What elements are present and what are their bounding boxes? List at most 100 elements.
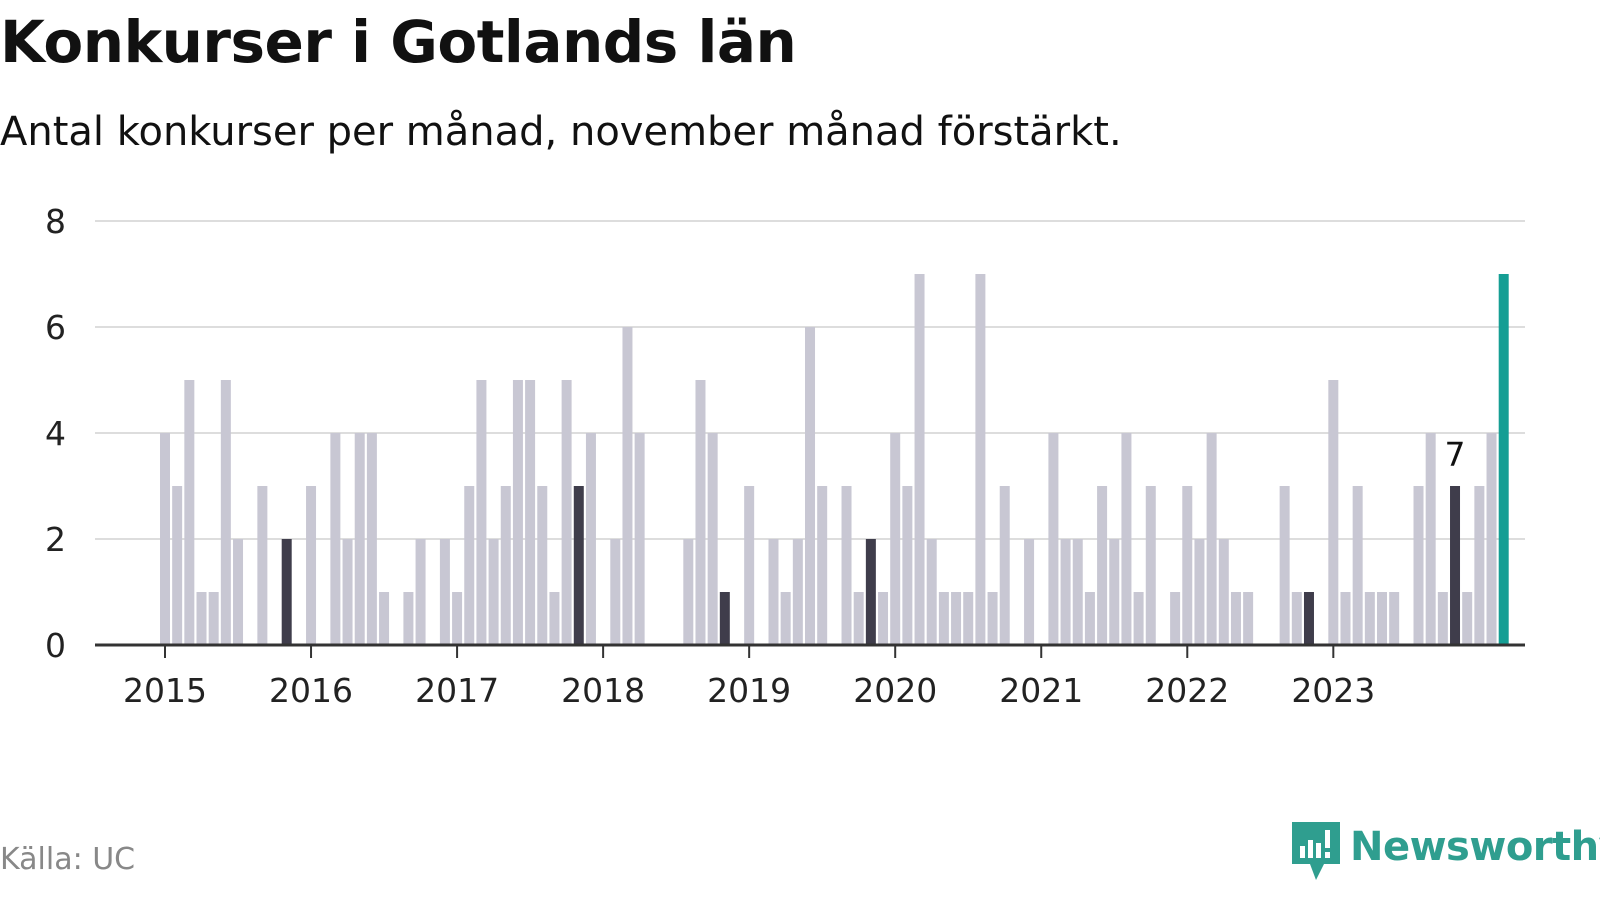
- bar: [951, 592, 962, 645]
- bar: [768, 539, 779, 645]
- bar: [1279, 486, 1290, 645]
- bar: [561, 380, 572, 645]
- bar: [184, 380, 195, 645]
- x-tick-label: 2022: [1145, 671, 1229, 710]
- bar: [890, 433, 901, 645]
- bar: [306, 486, 317, 645]
- bar: [585, 433, 596, 645]
- bar: [342, 539, 353, 645]
- bar: [1072, 539, 1083, 645]
- bar: [1206, 433, 1217, 645]
- bar: [1218, 539, 1229, 645]
- bar: [1121, 433, 1132, 645]
- bar: [354, 433, 365, 645]
- bar: [512, 380, 523, 645]
- bars: [160, 274, 1509, 645]
- bar: [707, 433, 718, 645]
- bar: [695, 380, 706, 645]
- bar: [963, 592, 974, 645]
- bar: [792, 539, 803, 645]
- y-tick-label: 4: [45, 414, 66, 453]
- bar: [1133, 592, 1144, 645]
- bar: [1097, 486, 1108, 645]
- x-tick-label: 2017: [415, 671, 499, 710]
- bar: [1340, 592, 1351, 645]
- bar: [1377, 592, 1387, 645]
- x-tick-label: 2015: [123, 671, 207, 710]
- bar: [780, 592, 791, 645]
- bar: [1303, 592, 1314, 645]
- bar: [1364, 592, 1375, 645]
- bar: [172, 486, 183, 645]
- bar: [452, 592, 463, 645]
- bar: [1194, 539, 1205, 645]
- bar: [549, 592, 560, 645]
- bar: [634, 433, 645, 645]
- data-label: 7: [1445, 435, 1466, 474]
- x-tick-label: 2021: [999, 671, 1083, 710]
- bar: [1170, 592, 1181, 645]
- bar: [902, 486, 913, 645]
- bar: [196, 592, 207, 645]
- bar: [744, 486, 755, 645]
- bar: [366, 433, 377, 645]
- bar: [1060, 539, 1071, 645]
- bar: [1498, 274, 1509, 645]
- bar: [1182, 486, 1193, 645]
- bar: [1486, 433, 1497, 645]
- x-axis: 2015 2016 2017 2018 2019 2020 2021 2022 2023: [95, 643, 1525, 710]
- bar: [853, 592, 864, 645]
- bar: [1291, 592, 1302, 645]
- bar: [257, 486, 268, 645]
- bar: [233, 539, 244, 645]
- bar: [1413, 486, 1424, 645]
- newsworthy-logo-icon: [1292, 822, 1340, 880]
- bar: [573, 486, 584, 645]
- bar: [439, 539, 450, 645]
- bar: [488, 539, 499, 645]
- y-tick-label: 8: [45, 202, 66, 241]
- bar: [1437, 592, 1448, 645]
- bar: [938, 592, 949, 645]
- bar: [379, 592, 390, 645]
- bar: [865, 539, 876, 645]
- bar: [878, 592, 889, 645]
- bar: [220, 380, 231, 645]
- x-tick-label: 2023: [1291, 671, 1375, 710]
- bar: [1425, 433, 1436, 645]
- bar: [160, 433, 170, 645]
- x-tick-label: 2020: [853, 671, 937, 710]
- y-tick-label: 0: [45, 626, 66, 665]
- bar: [841, 486, 852, 645]
- bar: [817, 486, 828, 645]
- bar: [1462, 592, 1473, 645]
- x-tick-label: 2019: [707, 671, 791, 710]
- bar: [403, 592, 414, 645]
- bar: [1352, 486, 1363, 645]
- y-tick-label: 2: [45, 520, 66, 559]
- data-labels: 7: [1445, 435, 1466, 474]
- bar: [208, 592, 219, 645]
- bar: [1474, 486, 1485, 645]
- bar: [1389, 592, 1400, 645]
- chart-subtitle: Antal konkurser per månad, november måna…: [0, 109, 1122, 155]
- bar: [1084, 592, 1095, 645]
- bar: [500, 486, 511, 645]
- bar: [683, 539, 694, 645]
- chart-title: Konkurser i Gotlands län: [0, 8, 797, 76]
- bar: [610, 539, 621, 645]
- brand-name: Newsworthy: [1350, 824, 1600, 870]
- bar: [1243, 592, 1254, 645]
- brand-logo: Newsworthy: [1290, 822, 1600, 892]
- bar: [1024, 539, 1035, 645]
- bar: [1328, 380, 1339, 645]
- bar: [1109, 539, 1120, 645]
- bar: [805, 327, 816, 645]
- bar: [281, 539, 292, 645]
- bar: [525, 380, 536, 645]
- bar: [1048, 433, 1059, 645]
- x-tick-label: 2018: [561, 671, 645, 710]
- source-note: Källa: UC: [0, 842, 136, 877]
- bar: [926, 539, 937, 645]
